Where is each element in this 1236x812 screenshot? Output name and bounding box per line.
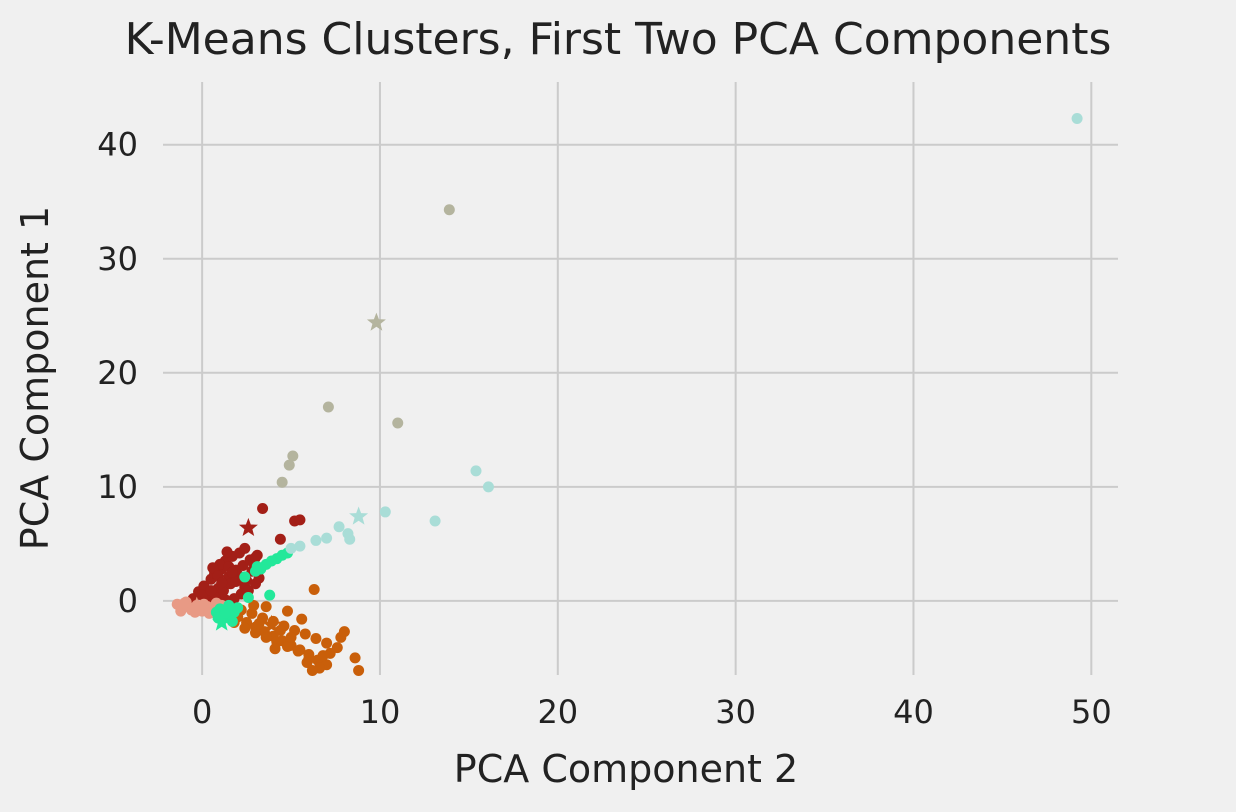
data-point bbox=[443, 204, 455, 216]
y-tick-label: 30 bbox=[97, 240, 138, 278]
data-point bbox=[308, 583, 320, 595]
data-point bbox=[248, 599, 260, 611]
data-point bbox=[269, 643, 281, 655]
data-point bbox=[264, 589, 276, 601]
data-point bbox=[338, 626, 350, 638]
data-point bbox=[178, 597, 190, 609]
data-point bbox=[322, 401, 334, 413]
centroid-star-marker bbox=[366, 312, 386, 331]
data-point bbox=[239, 622, 251, 634]
data-point bbox=[321, 532, 333, 544]
data-point bbox=[429, 515, 441, 527]
data-point bbox=[276, 549, 288, 561]
data-point bbox=[310, 534, 322, 546]
data-point bbox=[317, 650, 329, 662]
data-point bbox=[249, 627, 261, 639]
data-point bbox=[321, 637, 333, 649]
y-axis-label: PCA Component 1 bbox=[13, 206, 57, 550]
y-tick-label: 10 bbox=[97, 468, 138, 506]
data-point bbox=[260, 631, 272, 643]
data-point bbox=[482, 481, 494, 493]
data-point bbox=[281, 640, 293, 652]
y-tick-label: 20 bbox=[97, 354, 138, 392]
data-point bbox=[207, 562, 219, 574]
x-tick-label: 20 bbox=[537, 693, 578, 731]
centroid-star-marker bbox=[262, 614, 281, 633]
data-point bbox=[294, 514, 306, 526]
data-point bbox=[287, 450, 299, 462]
data-point bbox=[294, 540, 306, 552]
data-point bbox=[232, 602, 244, 614]
data-point bbox=[260, 601, 272, 613]
centroid-star-marker bbox=[349, 506, 369, 525]
centroid-markers bbox=[187, 312, 386, 633]
data-point bbox=[221, 546, 233, 558]
data-point bbox=[283, 459, 295, 471]
centroid-star-marker bbox=[212, 612, 232, 631]
centroid-star-marker bbox=[187, 596, 207, 615]
data-point bbox=[226, 566, 238, 578]
tick-labels: 0 10 20 30 40 50 0 10 20 30 40 bbox=[97, 126, 1111, 731]
data-point bbox=[242, 591, 254, 603]
data-point bbox=[249, 552, 261, 564]
data-point bbox=[239, 571, 251, 583]
data-points bbox=[171, 112, 1083, 676]
x-tick-label: 30 bbox=[715, 693, 756, 731]
data-point bbox=[470, 465, 482, 477]
x-axis-label: PCA Component 2 bbox=[454, 747, 798, 791]
data-point bbox=[301, 656, 313, 668]
data-point bbox=[274, 533, 286, 545]
grid-lines bbox=[163, 82, 1118, 675]
data-point bbox=[392, 417, 404, 429]
y-tick-label: 0 bbox=[118, 582, 138, 620]
x-tick-label: 40 bbox=[893, 693, 934, 731]
y-tick-label: 40 bbox=[97, 126, 138, 164]
data-point bbox=[344, 533, 356, 545]
centroid-star-marker bbox=[238, 517, 258, 536]
data-point bbox=[292, 645, 304, 657]
data-point bbox=[379, 506, 391, 518]
data-point bbox=[310, 633, 322, 645]
data-point bbox=[285, 542, 297, 554]
data-point bbox=[281, 605, 293, 617]
data-point bbox=[1071, 112, 1083, 124]
data-point bbox=[299, 628, 311, 640]
data-point bbox=[306, 664, 318, 676]
data-point bbox=[285, 631, 297, 643]
x-tick-label: 0 bbox=[192, 693, 212, 731]
data-point bbox=[257, 503, 269, 515]
data-point bbox=[239, 542, 251, 554]
data-point bbox=[205, 585, 217, 597]
data-point bbox=[349, 652, 361, 664]
data-point bbox=[226, 615, 238, 627]
chart-title: K-Means Clusters, First Two PCA Componen… bbox=[125, 14, 1112, 65]
data-point bbox=[276, 476, 288, 488]
data-point bbox=[216, 577, 228, 589]
x-tick-label: 50 bbox=[1071, 693, 1112, 731]
data-point bbox=[274, 625, 286, 637]
data-point bbox=[353, 664, 365, 676]
data-point bbox=[253, 618, 265, 630]
data-point bbox=[296, 613, 308, 625]
data-point bbox=[333, 521, 345, 533]
data-point bbox=[251, 561, 263, 573]
data-point bbox=[265, 555, 277, 567]
x-tick-label: 10 bbox=[360, 693, 401, 731]
